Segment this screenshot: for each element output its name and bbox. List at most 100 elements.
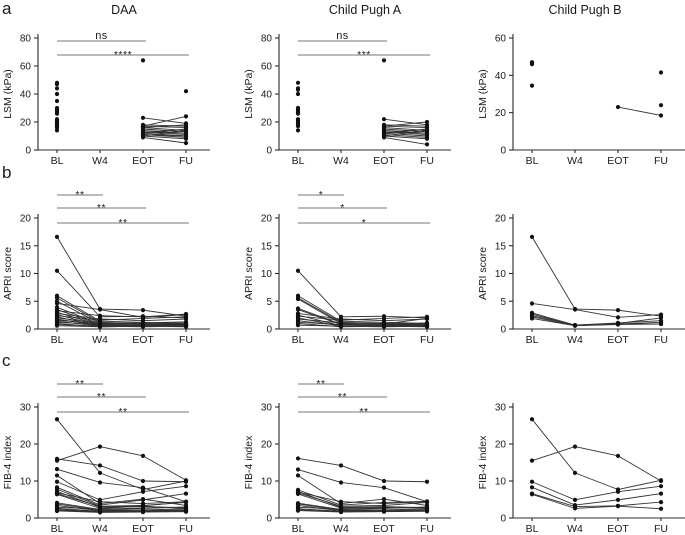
svg-text:**: ** (118, 217, 127, 229)
svg-text:60: 60 (261, 62, 273, 73)
svg-text:**: ** (75, 189, 84, 201)
svg-text:30: 30 (261, 403, 273, 414)
svg-text:W4: W4 (92, 155, 108, 167)
svg-text:BL: BL (292, 155, 305, 167)
svg-text:0: 0 (25, 514, 31, 525)
svg-text:20: 20 (20, 440, 32, 451)
svg-text:BL: BL (292, 523, 305, 535)
chart-canvas-a-cpb: 0 20 40 60 BL W4 EOT FU LSM (kPa) (477, 34, 685, 167)
svg-text:EOT: EOT (607, 523, 629, 535)
svg-text:ns: ns (336, 30, 349, 42)
svg-text:20: 20 (495, 108, 507, 119)
svg-text:LSM (kPa): LSM (kPa) (477, 69, 489, 119)
svg-text:***: *** (357, 49, 371, 61)
svg-text:FU: FU (420, 523, 434, 535)
svg-text:BL: BL (51, 334, 64, 346)
svg-text:10: 10 (20, 477, 32, 488)
svg-text:60: 60 (495, 34, 507, 45)
svg-text:20: 20 (495, 214, 507, 225)
svg-text:0: 0 (500, 514, 506, 525)
chart-canvas-b-daa: 0 5 10 15 20 BL W4 EOT FU APRI score ** ** ** (2, 189, 210, 346)
svg-text:*: * (319, 189, 324, 201)
svg-text:40: 40 (20, 90, 32, 101)
svg-text:20: 20 (261, 440, 273, 451)
svg-text:20: 20 (20, 118, 32, 129)
svg-text:FU: FU (179, 334, 193, 346)
svg-text:20: 20 (261, 214, 273, 225)
svg-text:FU: FU (654, 334, 668, 346)
svg-text:FU: FU (179, 523, 193, 535)
svg-text:BL: BL (51, 155, 64, 167)
panel-c-cpa: 0 10 20 30 BL W4 EOT FU FIB-4 index ** ** ** (241, 355, 476, 535)
svg-text:15: 15 (495, 241, 507, 252)
svg-text:FU: FU (420, 155, 434, 167)
svg-text:W4: W4 (567, 155, 583, 167)
svg-text:W4: W4 (333, 334, 349, 346)
svg-text:40: 40 (261, 90, 273, 101)
svg-text:10: 10 (20, 269, 32, 280)
svg-text:FIB-4 index: FIB-4 index (477, 435, 489, 489)
svg-text:15: 15 (261, 241, 273, 252)
chart-canvas-b-cpb: 0 5 10 15 20 BL W4 EOT FU APRI score (477, 214, 685, 346)
svg-text:5: 5 (25, 297, 31, 308)
svg-text:BL: BL (526, 334, 539, 346)
svg-text:0: 0 (266, 325, 272, 336)
svg-text:80: 80 (20, 34, 32, 45)
svg-text:BL: BL (526, 155, 539, 167)
svg-text:W4: W4 (567, 334, 583, 346)
svg-text:FIB-4 index: FIB-4 index (2, 435, 14, 489)
chart-canvas-c-daa: 0 10 20 30 BL W4 EOT FU FIB-4 index ** ** ** (2, 378, 210, 535)
row-label-b: b (2, 163, 12, 182)
svg-text:W4: W4 (92, 523, 108, 535)
svg-text:ns: ns (95, 30, 108, 42)
svg-text:FU: FU (179, 155, 193, 167)
svg-text:15: 15 (20, 241, 32, 252)
svg-text:**: ** (316, 378, 325, 390)
column-title-child-pugh-a: Child Pugh A (328, 3, 402, 17)
svg-text:BL: BL (292, 334, 305, 346)
svg-text:W4: W4 (333, 523, 349, 535)
svg-text:*: * (340, 202, 345, 214)
svg-text:**: ** (97, 391, 106, 403)
row-label-c: c (2, 351, 11, 370)
svg-text:**: ** (359, 406, 368, 418)
svg-text:10: 10 (261, 269, 273, 280)
svg-text:**: ** (118, 406, 127, 418)
svg-text:5: 5 (500, 297, 506, 308)
panel-c-cpb: 0 10 20 30 BL W4 EOT FU FIB-4 index (475, 355, 685, 535)
svg-text:0: 0 (266, 146, 272, 157)
svg-text:FU: FU (654, 155, 668, 167)
svg-text:30: 30 (495, 403, 507, 414)
panel-b-cpa: 0 5 10 15 20 BL W4 EOT FU APRI score * * * (241, 175, 476, 360)
svg-text:EOT: EOT (607, 334, 629, 346)
svg-text:**: ** (338, 391, 347, 403)
svg-text:FU: FU (654, 523, 668, 535)
svg-text:60: 60 (20, 62, 32, 73)
svg-text:EOT: EOT (132, 155, 154, 167)
column-title-child-pugh-b: Child Pugh B (548, 3, 622, 17)
svg-text:W4: W4 (333, 155, 349, 167)
svg-text:LSM (kPa): LSM (kPa) (243, 69, 255, 119)
column-title-daa: DAA (111, 3, 137, 17)
svg-text:FIB-4 index: FIB-4 index (243, 435, 255, 489)
panel-a-cpb: 0 20 40 60 BL W4 EOT FU LSM (kPa) (475, 0, 685, 180)
svg-text:APRI score: APRI score (2, 247, 14, 300)
svg-text:40: 40 (495, 71, 507, 82)
svg-text:20: 20 (495, 440, 507, 451)
svg-text:10: 10 (495, 477, 507, 488)
chart-canvas-a-daa: 0 20 40 60 80 BL W4 EOT FU LSM (kPa) ns **** (2, 30, 210, 167)
svg-text:EOT: EOT (373, 523, 395, 535)
svg-text:**: ** (97, 202, 106, 214)
svg-text:EOT: EOT (132, 334, 154, 346)
panel-c-daa: 0 10 20 30 BL W4 EOT FU FIB-4 index ** ** ** (0, 355, 235, 535)
svg-text:30: 30 (20, 403, 32, 414)
svg-text:BL: BL (51, 523, 64, 535)
svg-text:20: 20 (20, 214, 32, 225)
svg-text:5: 5 (266, 297, 272, 308)
svg-text:EOT: EOT (373, 334, 395, 346)
panel-b-daa: 0 5 10 15 20 BL W4 EOT FU APRI score ** ** ** (0, 175, 235, 360)
panel-a-daa: 0 20 40 60 80 BL W4 EOT FU LSM (kPa) ns **** (0, 0, 235, 180)
svg-text:APRI score: APRI score (243, 247, 255, 300)
svg-text:W4: W4 (92, 334, 108, 346)
